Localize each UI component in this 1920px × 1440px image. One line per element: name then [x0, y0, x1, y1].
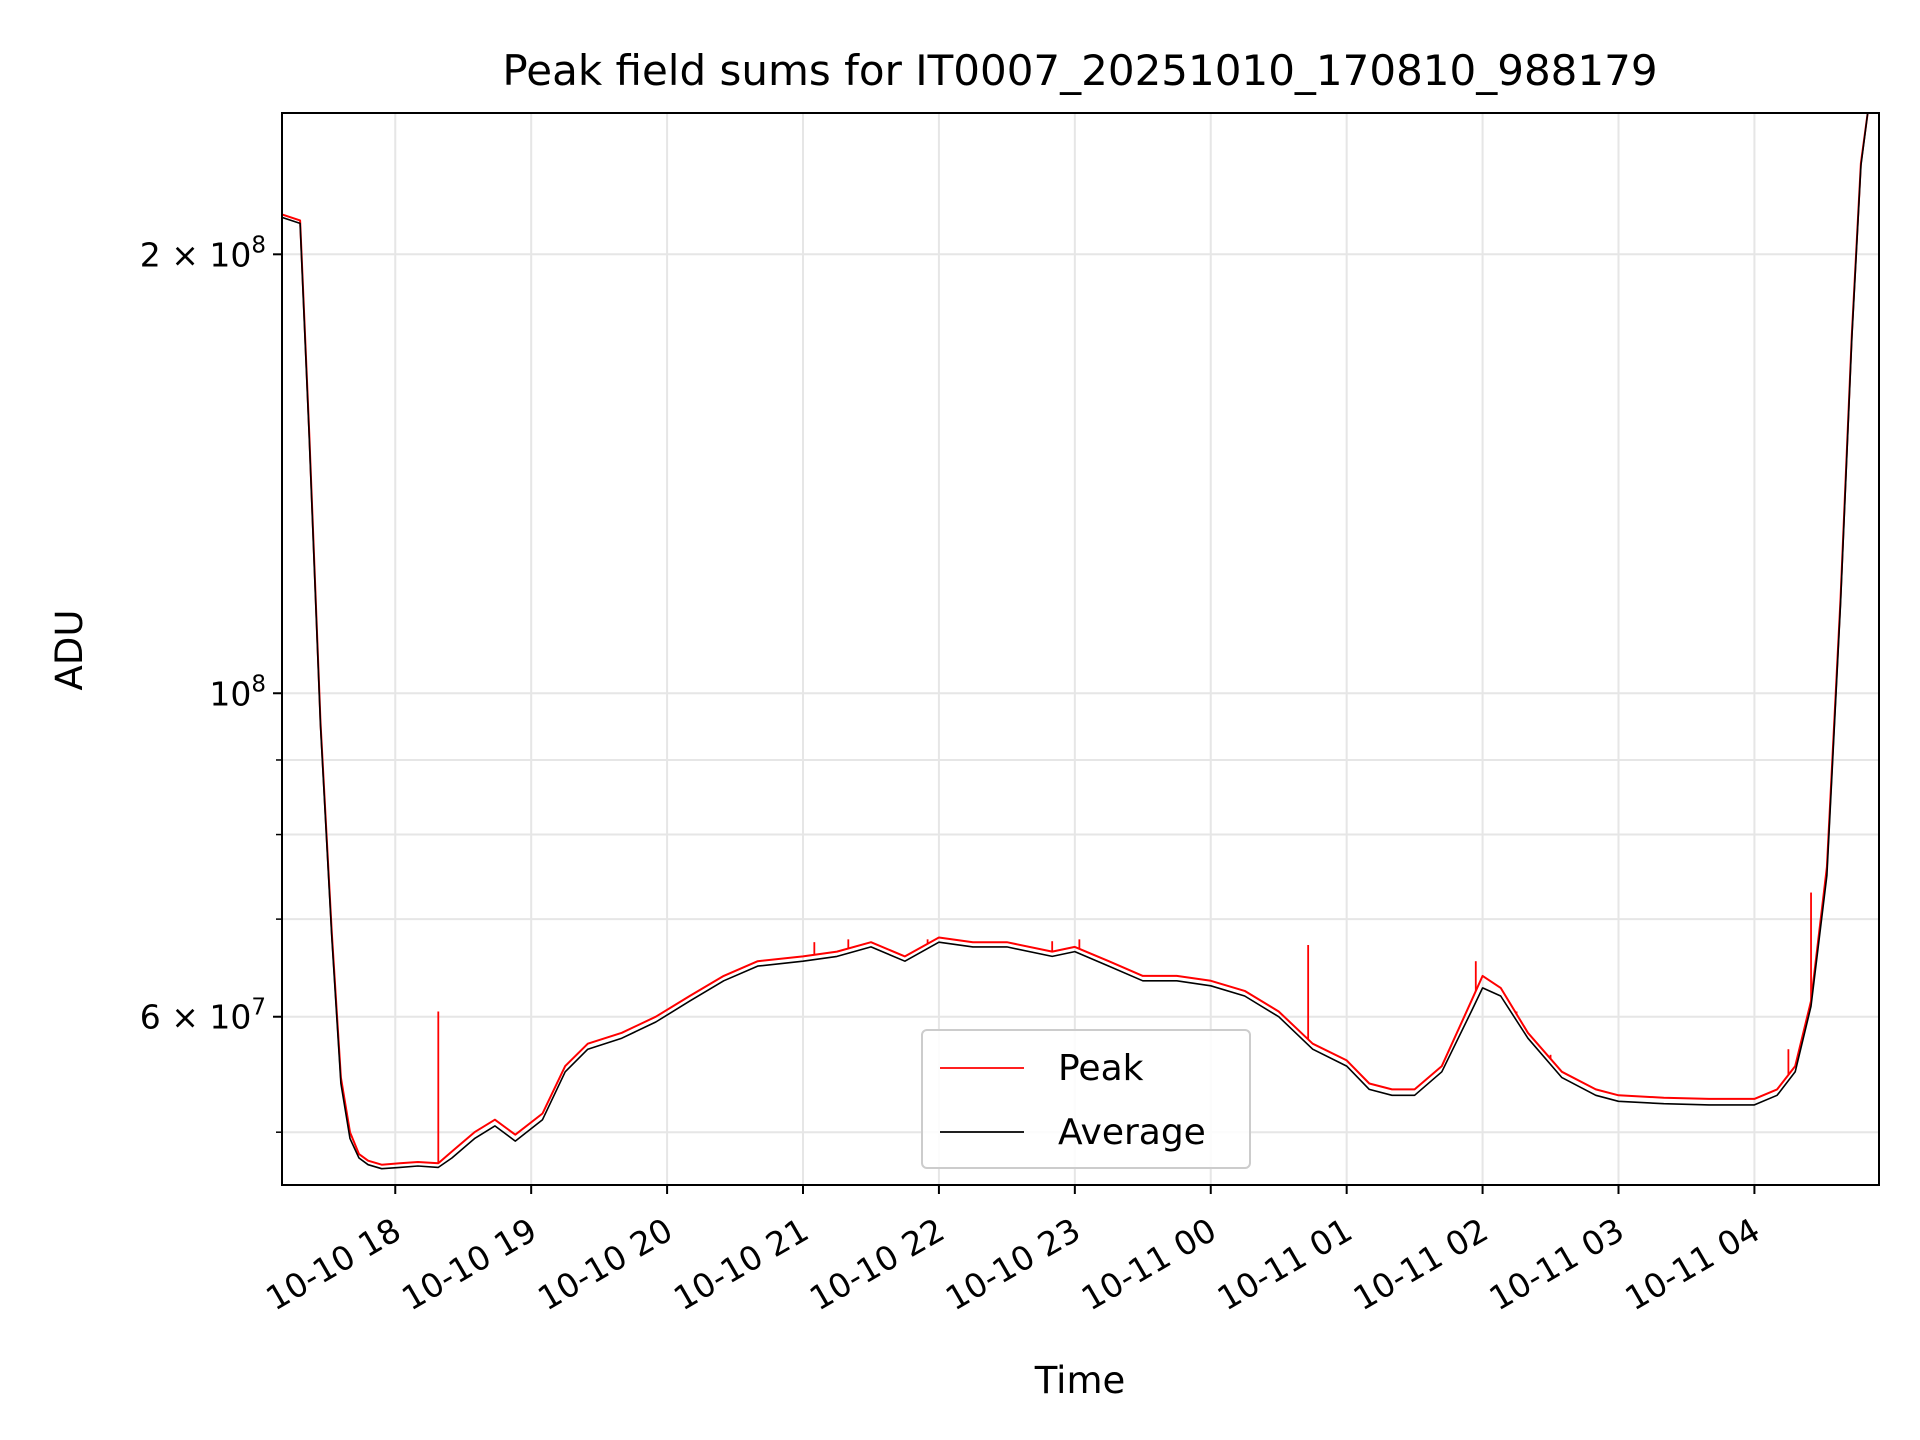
legend: Peak Average [921, 1029, 1251, 1169]
legend-label-peak: Peak [1058, 1048, 1144, 1089]
series-group [282, 113, 1879, 1170]
series-line-average [282, 113, 1879, 1170]
legend-box [921, 1029, 1251, 1169]
y-tick-label: 6 × 107 [140, 995, 266, 1037]
chart-title: Peak field sums for IT0007_20251010_1708… [502, 46, 1657, 95]
x-axis-label: Time [1034, 1359, 1126, 1402]
legend-label-average: Average [1058, 1112, 1206, 1153]
y-axis-label: ADU [48, 610, 91, 691]
y-tick-label: 2 × 108 [140, 232, 266, 274]
plot-frame [281, 112, 1880, 1186]
y-tick-label: 108 [209, 671, 266, 713]
grid [282, 113, 1879, 1185]
